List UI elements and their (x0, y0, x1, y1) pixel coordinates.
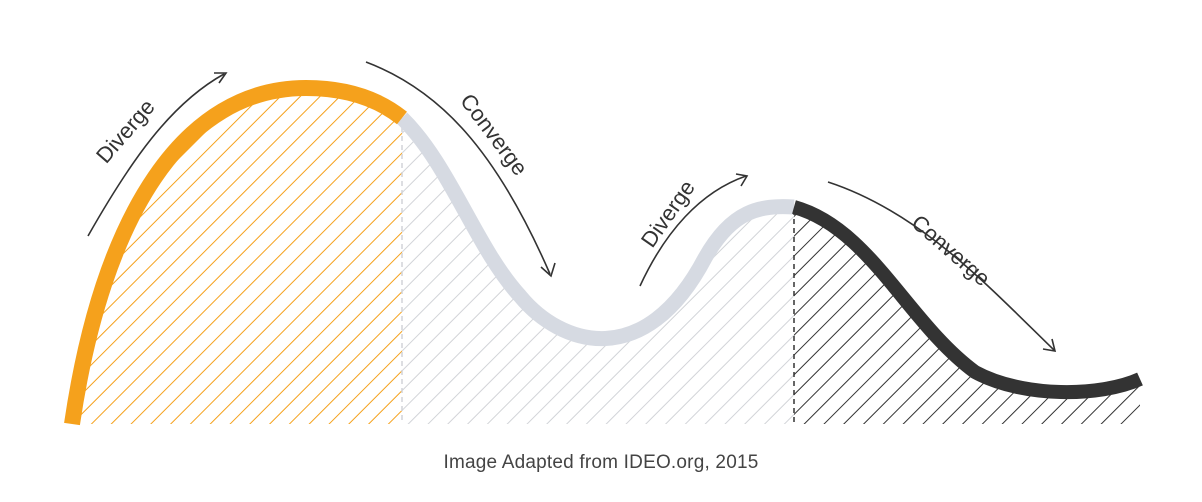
curve-dark-segment (791, 200, 1143, 399)
arrow-diverge-2 (639, 173, 749, 287)
hatch-area-converge-2 (794, 207, 1140, 424)
source-caption: Image Adapted from IDEO.org, 2015 (443, 452, 759, 473)
label-diverge-1: Diverge (91, 94, 160, 168)
label-diverge-2: Diverge (636, 175, 700, 251)
arrow-converge-2 (827, 181, 1057, 352)
label-converge-2: Converge (907, 210, 995, 291)
hatch-area-converge-1 (402, 118, 794, 424)
arrow-diverge-1 (87, 72, 228, 237)
curve-gray-segment (396, 112, 795, 347)
hatch-area-diverge-1 (72, 88, 402, 424)
arrow-converge-1 (365, 61, 556, 278)
curve-orange-segment (64, 79, 407, 426)
